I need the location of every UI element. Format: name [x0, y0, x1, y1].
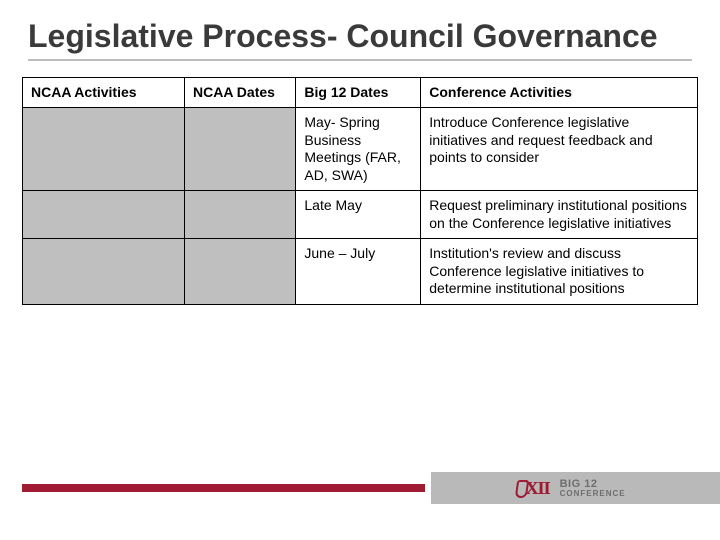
cell — [185, 239, 296, 305]
footer-red-stripe — [22, 484, 425, 492]
footer-bar: XII BIG 12 CONFERENCE — [0, 472, 720, 504]
cell: May- Spring Business Meetings (FAR, AD, … — [296, 108, 421, 191]
col-header: Conference Activities — [421, 77, 698, 108]
logo-line2: CONFERENCE — [560, 490, 626, 498]
table-header-row: NCAA Activities NCAA Dates Big 12 Dates … — [23, 77, 698, 108]
big12-logo-icon: XII — [526, 478, 550, 499]
col-header: Big 12 Dates — [296, 77, 421, 108]
big12-logo-text: BIG 12 CONFERENCE — [560, 479, 626, 498]
table-row: June – July Institution's review and dis… — [23, 239, 698, 305]
cell — [185, 108, 296, 191]
cell: Request preliminary institutional positi… — [421, 191, 698, 239]
cell: Introduce Conference legislative initiat… — [421, 108, 698, 191]
footer-left-pad — [0, 472, 22, 504]
page-title: Legislative Process- Council Governance — [28, 18, 692, 61]
footer-gray-panel: XII BIG 12 CONFERENCE — [431, 472, 720, 504]
cell — [23, 191, 185, 239]
logo-line1: BIG 12 — [560, 478, 598, 490]
governance-table: NCAA Activities NCAA Dates Big 12 Dates … — [22, 77, 698, 305]
cell — [185, 191, 296, 239]
slide: Legislative Process- Council Governance … — [0, 0, 720, 540]
table-row: May- Spring Business Meetings (FAR, AD, … — [23, 108, 698, 191]
table-row: Late May Request preliminary institution… — [23, 191, 698, 239]
title-container: Legislative Process- Council Governance — [0, 0, 720, 69]
cell: Institution's review and discuss Confere… — [421, 239, 698, 305]
col-header: NCAA Dates — [185, 77, 296, 108]
col-header: NCAA Activities — [23, 77, 185, 108]
cell — [23, 239, 185, 305]
table-container: NCAA Activities NCAA Dates Big 12 Dates … — [0, 69, 720, 305]
cell: Late May — [296, 191, 421, 239]
cell — [23, 108, 185, 191]
cell: June – July — [296, 239, 421, 305]
